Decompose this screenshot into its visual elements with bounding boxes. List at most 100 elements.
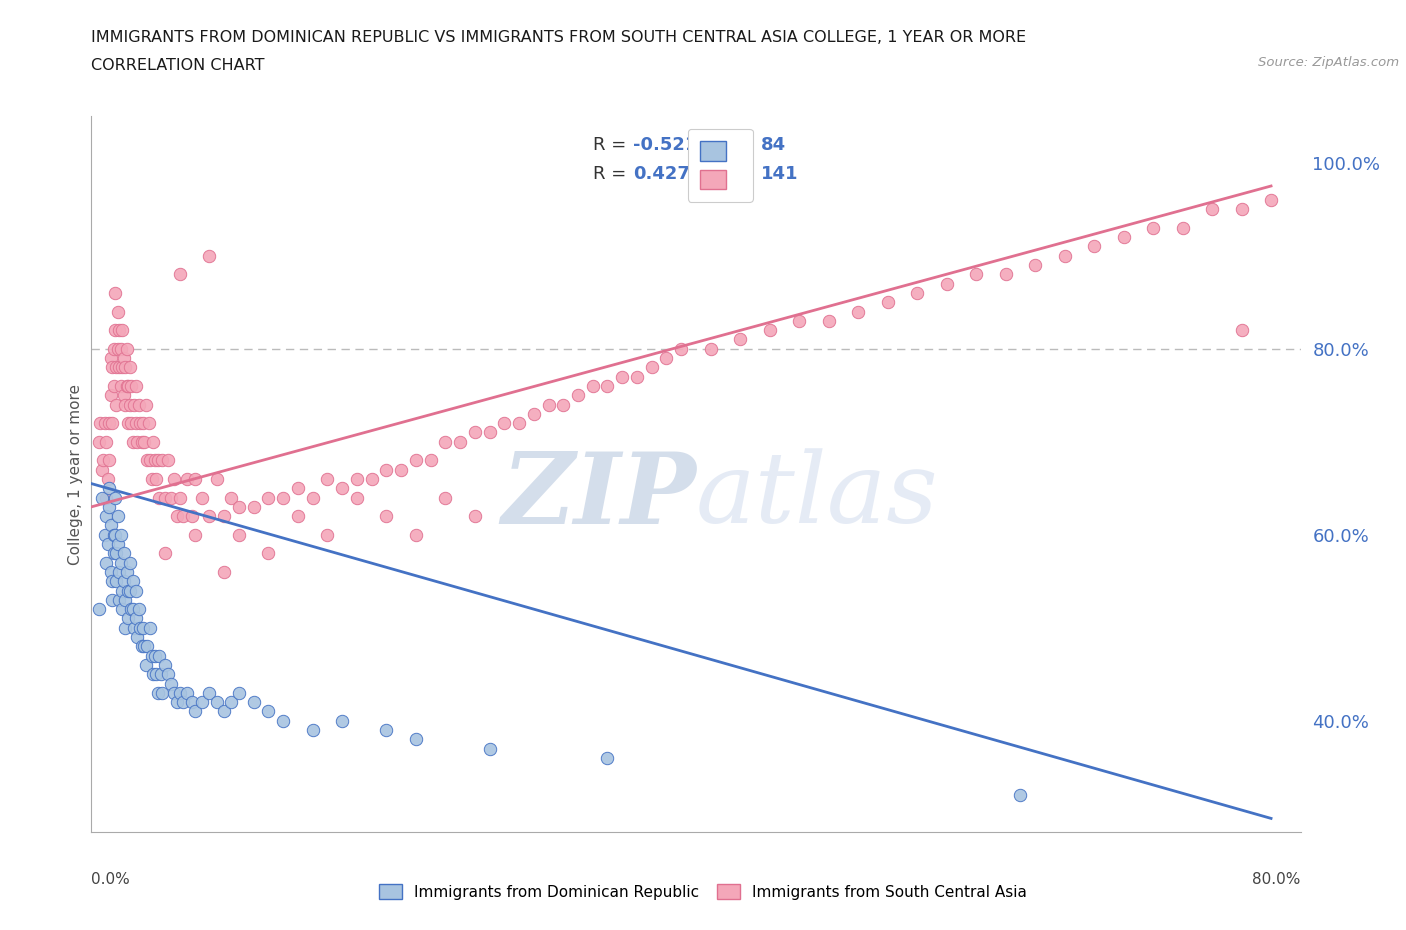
Point <box>112 546 135 561</box>
Point <box>405 732 427 747</box>
Point <box>160 490 183 505</box>
Text: atlas: atlas <box>696 448 939 543</box>
Point <box>494 416 516 431</box>
Point <box>228 685 250 700</box>
Point <box>115 341 138 356</box>
Point <box>169 267 191 282</box>
Point <box>221 490 243 505</box>
Point <box>176 472 198 486</box>
Point <box>1171 220 1194 235</box>
Point <box>228 527 250 542</box>
Text: R =: R = <box>593 165 638 182</box>
Point <box>699 341 721 356</box>
Point <box>103 341 125 356</box>
Point <box>142 667 165 682</box>
Point <box>346 490 368 505</box>
Point <box>567 388 589 403</box>
Point <box>180 509 202 524</box>
Point <box>166 509 188 524</box>
Point <box>121 434 143 449</box>
Point <box>104 323 127 338</box>
Point <box>124 583 146 598</box>
Text: 80.0%: 80.0% <box>1253 872 1301 887</box>
Point <box>122 397 145 412</box>
Point <box>1010 788 1032 803</box>
Point <box>112 388 135 403</box>
Point <box>143 648 166 663</box>
Point <box>212 565 235 579</box>
Point <box>160 676 183 691</box>
Text: 0.0%: 0.0% <box>91 872 131 887</box>
Point <box>149 667 172 682</box>
Point <box>316 527 339 542</box>
Point <box>191 490 214 505</box>
Point <box>163 472 186 486</box>
Point <box>108 323 131 338</box>
Point <box>114 397 136 412</box>
Point <box>169 685 191 700</box>
Point <box>146 685 169 700</box>
Point <box>94 490 117 505</box>
Point <box>90 462 112 477</box>
Point <box>464 425 486 440</box>
Point <box>97 537 120 551</box>
Point <box>139 620 162 635</box>
Text: ZIP: ZIP <box>501 447 696 544</box>
Legend: Immigrants from Dominican Republic, Immigrants from South Central Asia: Immigrants from Dominican Republic, Immi… <box>373 877 1033 906</box>
Point <box>478 425 501 440</box>
Point <box>626 369 648 384</box>
Point <box>787 313 810 328</box>
Point <box>935 276 957 291</box>
Point <box>271 490 294 505</box>
Point <box>90 490 112 505</box>
Point <box>97 472 120 486</box>
Point <box>905 286 928 300</box>
Point <box>153 490 176 505</box>
Point <box>205 472 228 486</box>
Point <box>118 360 141 375</box>
Point <box>94 434 117 449</box>
Point <box>191 695 214 710</box>
Point <box>124 416 146 431</box>
Point <box>103 546 125 561</box>
Point <box>994 267 1017 282</box>
Point <box>330 481 353 496</box>
Point <box>198 685 221 700</box>
Point <box>131 639 153 654</box>
Point <box>115 565 138 579</box>
Point <box>449 434 471 449</box>
Text: R =: R = <box>593 136 633 153</box>
Point <box>143 453 166 468</box>
Point <box>301 723 323 737</box>
Point <box>316 472 339 486</box>
Text: -0.521: -0.521 <box>633 136 697 153</box>
Point <box>108 592 131 607</box>
Point <box>105 397 128 412</box>
Point <box>135 658 157 672</box>
Point <box>817 313 839 328</box>
Point <box>132 416 155 431</box>
Point <box>104 286 127 300</box>
Point <box>118 397 141 412</box>
Point <box>145 472 167 486</box>
Point <box>91 453 114 468</box>
Point <box>1083 239 1105 254</box>
Text: 141: 141 <box>761 165 799 182</box>
Point <box>138 416 160 431</box>
Point <box>157 453 180 468</box>
Point <box>108 360 131 375</box>
Point <box>596 751 619 765</box>
Point <box>104 490 127 505</box>
Point <box>134 639 156 654</box>
Point <box>478 741 501 756</box>
Point <box>330 713 353 728</box>
Point <box>111 583 134 598</box>
Point <box>128 602 150 617</box>
Point <box>1024 258 1046 272</box>
Point <box>242 695 264 710</box>
Point <box>107 509 129 524</box>
Point <box>101 574 124 589</box>
Point <box>641 360 664 375</box>
Point <box>360 472 382 486</box>
Point <box>117 379 139 393</box>
